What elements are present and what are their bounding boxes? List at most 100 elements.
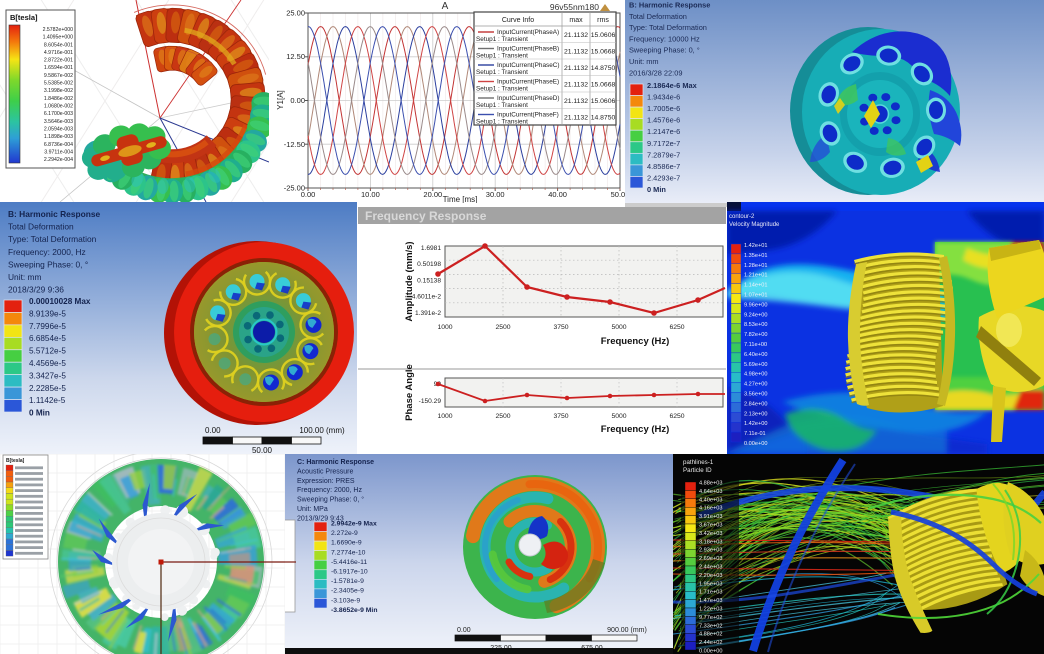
svg-text:2.0594e-003: 2.0594e-003 <box>44 126 73 132</box>
svg-text:21.1132: 21.1132 <box>564 115 588 122</box>
svg-text:rms: rms <box>597 17 609 24</box>
svg-text:1.6981: 1.6981 <box>421 245 442 252</box>
svg-text:1.1898e-003: 1.1898e-003 <box>44 134 73 140</box>
svg-text:7.7996e-5: 7.7996e-5 <box>29 322 66 331</box>
svg-text:96v55nm180: 96v55nm180 <box>550 2 599 12</box>
svg-text:8.6054e-001: 8.6054e-001 <box>44 42 73 48</box>
svg-text:-1.5781e-9: -1.5781e-9 <box>331 578 364 585</box>
svg-text:1.9434e-6: 1.9434e-6 <box>647 93 680 102</box>
svg-text:14.8750: 14.8750 <box>591 115 616 122</box>
svg-text:30.00: 30.00 <box>486 190 505 199</box>
svg-text:4.88e+03: 4.88e+03 <box>699 481 723 487</box>
svg-text:1.6594e-001: 1.6594e-001 <box>44 65 73 71</box>
svg-text:2.93e+03: 2.93e+03 <box>699 548 723 554</box>
svg-text:1.21e+01: 1.21e+01 <box>744 273 768 279</box>
svg-text:1.2147e-6: 1.2147e-6 <box>647 127 680 136</box>
svg-text:0.50198: 0.50198 <box>417 261 441 268</box>
svg-text:0.00e+00: 0.00e+00 <box>699 649 723 654</box>
svg-text:Type: Total Deformation: Type: Total Deformation <box>8 234 97 244</box>
svg-text:3.5646e-003: 3.5646e-003 <box>44 119 73 125</box>
svg-text:15.0606: 15.0606 <box>591 98 616 105</box>
svg-text:contour-2: contour-2 <box>729 214 755 220</box>
svg-text:5.5385e-002: 5.5385e-002 <box>44 81 73 87</box>
svg-text:1.28e+01: 1.28e+01 <box>744 263 768 269</box>
svg-text:2.44e+02: 2.44e+02 <box>699 640 723 646</box>
svg-text:InputCurrent(PhaseE): InputCurrent(PhaseE) <box>497 79 559 86</box>
svg-text:6.1700e-003: 6.1700e-003 <box>44 111 73 117</box>
svg-text:0.00e+00: 0.00e+00 <box>744 441 768 447</box>
svg-text:14.8750: 14.8750 <box>591 65 616 72</box>
svg-text:1.391e-2: 1.391e-2 <box>415 310 441 317</box>
svg-text:Setup1 : Transient: Setup1 : Transient <box>476 119 528 126</box>
svg-text:1.4576e-6: 1.4576e-6 <box>647 116 680 125</box>
svg-text:-2.3405e-9: -2.3405e-9 <box>331 588 364 595</box>
svg-text:4.64e+03: 4.64e+03 <box>699 489 723 495</box>
svg-text:12.50: 12.50 <box>286 52 305 61</box>
svg-text:50.00: 50.00 <box>611 190 625 199</box>
svg-text:Sweeping Phase: 0, °: Sweeping Phase: 0, ° <box>8 259 88 269</box>
svg-text:Expression: PRES: Expression: PRES <box>297 478 355 485</box>
svg-text:6.6854e-5: 6.6854e-5 <box>29 334 66 343</box>
svg-text:-3.8652e-9 Min: -3.8652e-9 Min <box>331 607 377 614</box>
svg-text:15.0606: 15.0606 <box>591 32 616 39</box>
svg-text:100.00 (mm): 100.00 (mm) <box>299 426 345 435</box>
svg-text:50.00: 50.00 <box>252 446 273 454</box>
svg-text:InputCurrent(PhaseC): InputCurrent(PhaseC) <box>497 62 560 69</box>
svg-text:7.2774e-10: 7.2774e-10 <box>331 549 366 556</box>
svg-text:3.91e+03: 3.91e+03 <box>699 514 723 520</box>
svg-text:Type: Total Deformation: Type: Total Deformation <box>629 23 707 32</box>
svg-text:6.40e+00: 6.40e+00 <box>744 352 768 358</box>
svg-text:Time [ms]: Time [ms] <box>443 195 478 204</box>
svg-text:2016/3/28 22:09: 2016/3/28 22:09 <box>629 68 682 77</box>
svg-text:2.9942e-9 Max: 2.9942e-9 Max <box>331 521 377 528</box>
svg-text:Setup1 : Transient: Setup1 : Transient <box>476 102 528 109</box>
svg-text:2500: 2500 <box>495 413 510 420</box>
svg-text:0 Min: 0 Min <box>647 185 666 194</box>
svg-text:4.98e+00: 4.98e+00 <box>744 372 768 378</box>
svg-text:-25.00: -25.00 <box>284 184 305 193</box>
svg-text:1.0680e-002: 1.0680e-002 <box>44 104 73 110</box>
svg-text:21.1132: 21.1132 <box>564 82 588 89</box>
svg-text:-3.103e-9: -3.103e-9 <box>331 597 360 604</box>
svg-text:1.8486e-002: 1.8486e-002 <box>44 96 73 102</box>
svg-text:2.8722e-001: 2.8722e-001 <box>44 58 73 64</box>
svg-text:3.1998e-002: 3.1998e-002 <box>44 88 73 94</box>
svg-text:2.2942e-004: 2.2942e-004 <box>44 157 73 163</box>
svg-text:Amplitude (mm/s): Amplitude (mm/s) <box>404 241 415 321</box>
svg-text:Frequency: 2000, Hz: Frequency: 2000, Hz <box>8 247 86 257</box>
svg-text:max: max <box>569 17 583 24</box>
svg-text:3750: 3750 <box>553 324 568 331</box>
svg-text:4.27e+00: 4.27e+00 <box>744 382 768 388</box>
svg-text:1.4095e+000: 1.4095e+000 <box>43 35 74 41</box>
svg-text:4.8586e-7: 4.8586e-7 <box>647 162 680 171</box>
svg-text:1.07e+01: 1.07e+01 <box>744 293 768 299</box>
svg-text:Frequency (Hz): Frequency (Hz) <box>601 424 670 435</box>
svg-text:9.7172e-7: 9.7172e-7 <box>647 139 680 148</box>
svg-text:Phase Angle: Phase Angle <box>404 364 415 421</box>
svg-text:4.9716e-001: 4.9716e-001 <box>44 50 73 56</box>
svg-text:6250: 6250 <box>669 413 684 420</box>
svg-text:0.00: 0.00 <box>205 426 221 435</box>
svg-text:1.22e+03: 1.22e+03 <box>699 607 723 613</box>
svg-text:4.16e+03: 4.16e+03 <box>699 506 723 512</box>
svg-text:Total Deformation: Total Deformation <box>8 222 74 232</box>
svg-text:3.18e+03: 3.18e+03 <box>699 539 723 545</box>
svg-text:InputCurrent(PhaseA): InputCurrent(PhaseA) <box>497 29 559 36</box>
svg-text:4.88e+02: 4.88e+02 <box>699 632 723 638</box>
svg-text:2.5782e+000: 2.5782e+000 <box>43 27 74 33</box>
svg-text:900.00 (mm): 900.00 (mm) <box>607 627 647 634</box>
svg-text:pathlines-1: pathlines-1 <box>683 459 714 466</box>
svg-text:2.1864e-6 Max: 2.1864e-6 Max <box>647 81 698 90</box>
svg-text:C: Harmonic Response: C: Harmonic Response <box>297 459 374 466</box>
svg-text:Frequency: 2000, Hz: Frequency: 2000, Hz <box>297 487 362 494</box>
svg-text:0.00: 0.00 <box>290 96 305 105</box>
svg-text:Frequency Response: Frequency Response <box>365 209 487 223</box>
svg-text:8.53e+00: 8.53e+00 <box>744 322 768 328</box>
svg-text:-150.29: -150.29 <box>419 398 442 405</box>
svg-text:InputCurrent(PhaseF): InputCurrent(PhaseF) <box>497 112 559 119</box>
svg-text:2500: 2500 <box>495 324 510 331</box>
svg-text:2.13e+00: 2.13e+00 <box>744 411 768 417</box>
svg-text:0.00: 0.00 <box>457 627 471 634</box>
svg-text:2.44e+03: 2.44e+03 <box>699 565 723 571</box>
svg-text:2018/3/29 9:36: 2018/3/29 9:36 <box>8 285 64 295</box>
